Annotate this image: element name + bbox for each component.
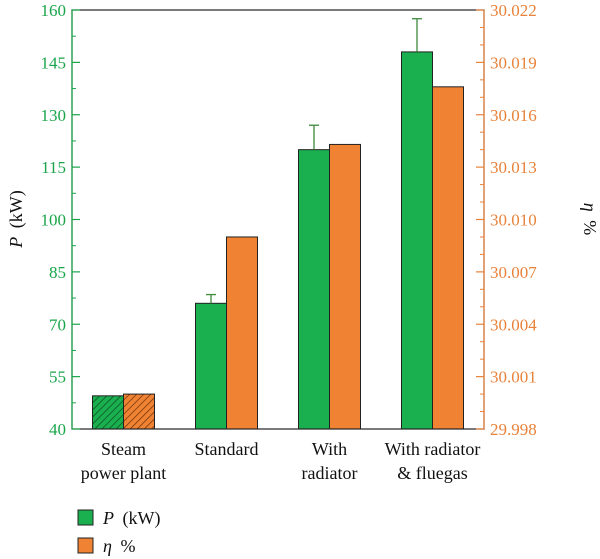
left-tick-label: 160	[41, 1, 67, 20]
left-tick-label: 130	[41, 106, 67, 125]
category-label: Steam	[101, 439, 146, 459]
right-tick-label: 30.004	[490, 315, 537, 334]
legend-swatch-efficiency	[77, 537, 94, 554]
bar-efficiency-0	[123, 393, 155, 430]
right-tick-label: 30.019	[490, 53, 537, 72]
bars-group	[92, 51, 464, 430]
left-tick-label: 145	[41, 53, 67, 72]
right-tick-label: 29.998	[490, 420, 537, 439]
right-tick-label: 30.007	[490, 263, 537, 282]
right-axis: 29.998 30.001 30.004 30.007 30.010 30.013 30.0…	[476, 1, 537, 439]
bar-efficiency-2	[329, 143, 361, 430]
right-tick-label: 30.010	[490, 211, 537, 230]
right-tick-label: 30.016	[490, 106, 537, 125]
legend: P (kW) η %	[77, 508, 160, 556]
bar-power-1	[195, 302, 227, 430]
right-tick-label: 30.013	[490, 158, 537, 177]
bar-power-0	[92, 395, 124, 430]
left-tick-label: 100	[41, 211, 67, 230]
left-axis: 40 55 70 85 100 115 130 145 160	[41, 1, 80, 439]
left-tick-label: 85	[49, 263, 66, 282]
bar-power-2	[298, 149, 330, 430]
left-tick-label: 115	[41, 158, 66, 177]
category-labels: Steam power plant Standard With radiator With…	[81, 439, 481, 483]
category-label: With	[312, 439, 347, 459]
bar-efficiency-3	[432, 86, 464, 430]
legend-label-power: P (kW)	[102, 508, 160, 529]
category-label: radiator	[302, 463, 358, 483]
bar-power-3	[401, 51, 433, 430]
category-label: Standard	[195, 439, 259, 459]
left-tick-label: 55	[49, 368, 66, 387]
legend-label-efficiency: η %	[103, 536, 135, 556]
right-tick-label: 30.022	[490, 1, 537, 20]
legend-swatch-power	[77, 509, 94, 526]
left-tick-label: 40	[49, 420, 66, 439]
category-label: & fluegas	[397, 463, 467, 483]
y-axis-left-label: P (kW)	[6, 190, 27, 248]
bar-efficiency-1	[226, 236, 258, 430]
left-tick-label: 70	[49, 315, 66, 334]
category-label: With radiator	[385, 439, 481, 459]
category-label: power plant	[81, 463, 166, 483]
right-tick-label: 30.001	[490, 368, 537, 387]
y-axis-right-label: η %	[580, 203, 600, 235]
error-bars-group	[206, 18, 422, 304]
